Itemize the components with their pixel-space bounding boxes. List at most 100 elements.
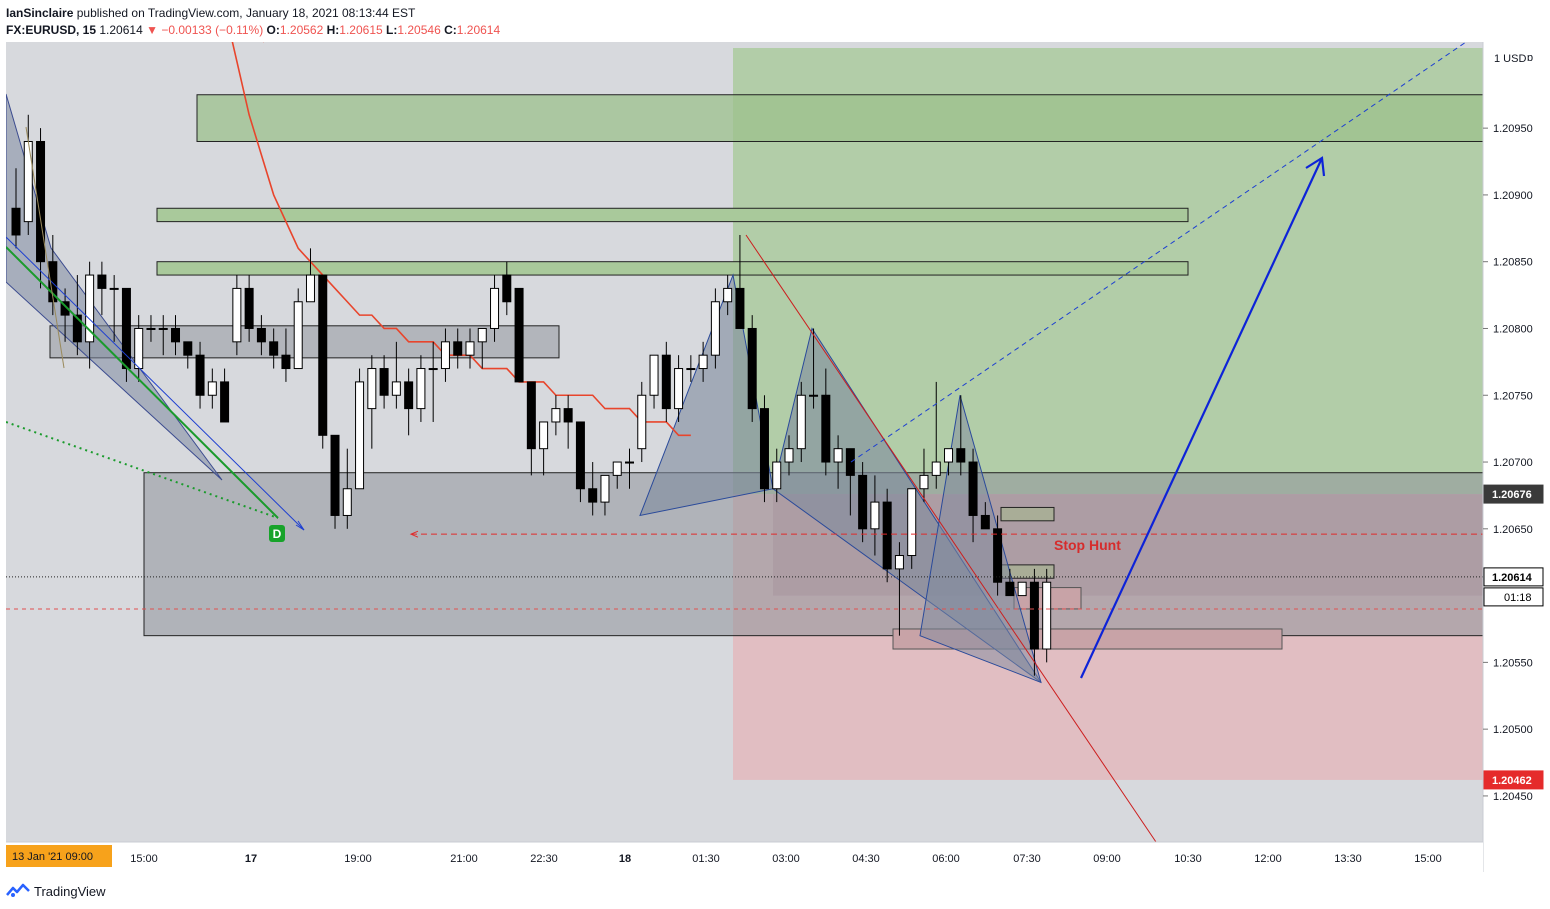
y-tick-label: 1.20800: [1493, 323, 1533, 335]
x-start-badge-label: 13 Jan '21 09:00: [12, 851, 93, 863]
y-tick-label: 1.20550: [1493, 657, 1533, 669]
candle: [1042, 568, 1052, 663]
candle: [661, 341, 671, 422]
candle-body: [821, 394, 831, 463]
candle-body: [710, 301, 720, 356]
footer-brand[interactable]: TradingView: [34, 883, 106, 899]
author-name[interactable]: IanSinclaire: [6, 6, 74, 20]
candle: [134, 315, 144, 382]
chart-header: IanSinclaire published on TradingView.co…: [6, 4, 1546, 42]
symbol-label[interactable]: FX:EURUSD, 15: [6, 23, 97, 37]
candle: [269, 328, 279, 369]
candle-body: [649, 354, 659, 396]
close-label: C:: [444, 23, 457, 37]
y-tick-label: 1.20700: [1493, 457, 1533, 469]
publish-info: IanSinclaire published on TradingView.co…: [6, 6, 415, 20]
candle-body: [379, 368, 389, 396]
candle: [318, 274, 328, 449]
candle-body: [625, 461, 634, 464]
candle-body: [661, 354, 671, 410]
candle-body: [723, 287, 733, 303]
axis-settings-icon[interactable]: ɒ: [1527, 52, 1533, 64]
candle: [772, 448, 782, 503]
candle-body: [305, 274, 315, 303]
candle: [858, 462, 868, 543]
candle-body: [330, 434, 340, 516]
candle-body: [735, 287, 745, 329]
y-tick-label: 1.20650: [1493, 524, 1533, 536]
time-axis[interactable]: [6, 842, 1483, 872]
candle: [710, 288, 720, 369]
candle: [465, 328, 475, 369]
candle-body: [404, 381, 414, 410]
candle: [256, 315, 266, 356]
green-trendline: [6, 246, 279, 519]
candle: [158, 315, 168, 356]
trend-drawings: Stop Hunt D: [6, 42, 1483, 843]
countdown-badge-label: 01:18: [1504, 592, 1532, 604]
candle: [391, 341, 401, 409]
candle: [919, 448, 929, 503]
current-price-badge-label: 1.20614: [1492, 572, 1533, 584]
candle: [821, 368, 831, 476]
candle: [563, 395, 573, 449]
candle-body: [796, 394, 806, 450]
candle-body: [882, 501, 892, 570]
red-price-badge-label: 1.20462: [1492, 775, 1532, 787]
down-triangle-icon: ▼: [146, 23, 158, 37]
candle-body: [539, 421, 549, 450]
candle: [293, 288, 303, 370]
dark-price-badge-label: 1.20676: [1492, 489, 1532, 501]
candle-body: [367, 368, 377, 410]
x-tick-label: 18: [619, 853, 631, 865]
countdown-badge: [1483, 587, 1544, 607]
candle: [428, 341, 438, 422]
candle: [281, 328, 291, 382]
price-badges: 1.20676 1.20614 01:18 1.20462: [1483, 484, 1544, 790]
candle: [502, 261, 512, 316]
candle-body: [355, 381, 365, 490]
candle-body: [232, 287, 242, 343]
candle: [11, 168, 21, 249]
x-tick-label: 12:00: [1254, 853, 1282, 865]
candle-body: [956, 448, 966, 463]
candlesticks: [11, 114, 1052, 676]
candle-body: [931, 461, 941, 476]
candle: [379, 355, 389, 409]
candle: [305, 248, 315, 303]
y-tick-label: 1.20500: [1493, 724, 1533, 736]
candle-body: [575, 421, 585, 490]
candle-body: [391, 381, 401, 396]
candle: [956, 395, 966, 476]
y-tick-label: 1.20900: [1493, 190, 1533, 202]
candle: [1029, 568, 1039, 676]
candle-body: [809, 394, 819, 397]
low-value: 1.20546: [397, 23, 441, 37]
candle-body: [465, 341, 475, 356]
candle: [784, 435, 794, 476]
candle-body: [72, 314, 82, 343]
candle-body: [134, 327, 144, 370]
candle-body: [220, 381, 230, 423]
candle-body: [11, 207, 21, 236]
ohlc-legend: FX:EURUSD, 15 1.20614 ▼ −0.00133 (−0.11%…: [6, 23, 500, 37]
close-value: 1.20614: [456, 23, 501, 37]
tradingview-logo-icon[interactable]: [6, 883, 30, 899]
candle-body: [318, 274, 328, 436]
candle: [551, 395, 561, 436]
x-tick-label: 15:00: [130, 853, 158, 865]
candle-body: [269, 341, 279, 356]
price-axis[interactable]: [1483, 42, 1544, 872]
candle-body: [674, 368, 684, 410]
candle-body: [146, 327, 156, 330]
candle: [649, 354, 659, 409]
candle-body: [907, 488, 917, 557]
high-value: 1.20615: [339, 23, 383, 37]
bullish-arrow: [1080, 157, 1323, 679]
candle: [600, 474, 610, 516]
candle: [195, 341, 205, 409]
candle-body: [1017, 581, 1027, 597]
low-label: L:: [386, 23, 398, 37]
candle-body: [477, 327, 487, 343]
